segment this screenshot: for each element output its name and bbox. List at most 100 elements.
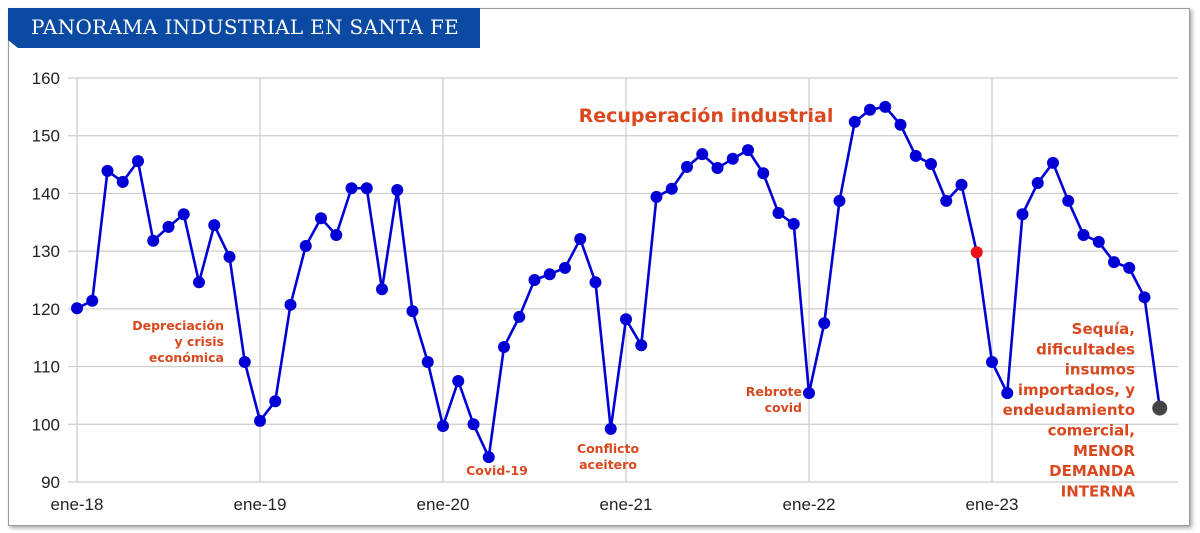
x-tick-label: ene-22 bbox=[783, 495, 836, 514]
data-point bbox=[1031, 177, 1044, 190]
annotation-text: Recuperación industrial bbox=[579, 105, 834, 127]
data-point bbox=[650, 190, 663, 203]
data-point bbox=[467, 418, 480, 431]
annotation-text: Rebrote bbox=[746, 384, 802, 399]
data-point bbox=[437, 420, 449, 433]
data-point bbox=[299, 239, 312, 252]
x-tick-label: ene-18 bbox=[51, 495, 104, 514]
data-point bbox=[955, 178, 968, 191]
data-point bbox=[1152, 400, 1168, 416]
data-point bbox=[452, 375, 465, 387]
data-point bbox=[376, 283, 388, 296]
annotation-text: y crisis bbox=[174, 334, 224, 349]
data-point bbox=[818, 317, 831, 330]
title-banner: PANORAMA INDUSTRIAL EN SANTA FE bbox=[8, 8, 480, 48]
data-point bbox=[803, 387, 815, 400]
data-point bbox=[543, 268, 556, 281]
data-point bbox=[360, 182, 373, 195]
data-point bbox=[864, 103, 876, 116]
x-tick-label: ene-21 bbox=[600, 495, 653, 514]
data-point bbox=[909, 149, 922, 162]
annotation-text: INTERNA bbox=[1061, 482, 1136, 500]
data-point bbox=[238, 355, 251, 368]
data-point bbox=[1047, 156, 1059, 169]
data-point bbox=[574, 233, 587, 246]
data-point bbox=[513, 310, 526, 323]
data-point bbox=[757, 167, 770, 180]
data-point bbox=[620, 313, 632, 326]
data-point bbox=[498, 340, 510, 353]
x-tick-label: ene-19 bbox=[234, 495, 287, 514]
data-point bbox=[726, 152, 739, 165]
data-point bbox=[315, 212, 327, 225]
annotation-text: dificultades bbox=[1036, 340, 1135, 358]
annotation-text: covid bbox=[765, 400, 802, 415]
y-tick-label: 100 bbox=[32, 415, 60, 434]
data-point bbox=[208, 219, 221, 232]
data-point bbox=[986, 355, 998, 368]
data-point bbox=[589, 276, 602, 289]
annotation-text: importados, y bbox=[1018, 381, 1135, 399]
annotation-text: comercial, bbox=[1048, 422, 1135, 440]
y-tick-label: 120 bbox=[32, 300, 60, 319]
chart-title: PANORAMA INDUSTRIAL EN SANTA FE bbox=[31, 15, 460, 39]
annotation-text: insumos bbox=[1065, 361, 1135, 379]
y-tick-label: 160 bbox=[32, 69, 60, 88]
data-point bbox=[1108, 256, 1120, 269]
data-point bbox=[848, 115, 861, 128]
data-point bbox=[482, 451, 495, 464]
y-tick-label: 110 bbox=[33, 358, 60, 377]
data-point bbox=[879, 100, 892, 113]
data-point bbox=[223, 250, 236, 263]
annotation-text: DEMANDA bbox=[1049, 462, 1135, 480]
data-point bbox=[1016, 208, 1029, 221]
data-point bbox=[696, 148, 709, 161]
annotation-text: Depreciación bbox=[132, 318, 224, 333]
chart-frame bbox=[8, 8, 1190, 526]
data-point bbox=[925, 157, 937, 170]
data-point bbox=[940, 194, 953, 207]
annotation-text: Covid-19 bbox=[466, 463, 528, 478]
annotation-text: endeudamiento bbox=[1003, 401, 1135, 419]
annotation-text: económica bbox=[149, 350, 224, 365]
data-point bbox=[772, 207, 785, 220]
data-point bbox=[116, 175, 129, 188]
data-point bbox=[101, 164, 114, 177]
y-tick-label: 140 bbox=[32, 184, 60, 203]
data-point bbox=[833, 194, 846, 207]
data-point bbox=[1001, 387, 1014, 400]
data-point bbox=[894, 118, 907, 131]
data-point bbox=[681, 160, 693, 173]
data-point bbox=[1092, 235, 1105, 248]
data-point bbox=[1123, 261, 1136, 274]
data-point bbox=[742, 144, 754, 157]
data-point bbox=[177, 208, 190, 221]
data-point bbox=[970, 246, 983, 259]
data-point bbox=[787, 218, 800, 231]
y-tick-label: 150 bbox=[32, 127, 60, 146]
data-point bbox=[665, 182, 678, 195]
data-point bbox=[193, 276, 205, 289]
data-point bbox=[528, 274, 541, 286]
annotation-text: Sequía, bbox=[1072, 320, 1135, 338]
data-point bbox=[635, 339, 648, 352]
data-point bbox=[711, 162, 724, 175]
data-point bbox=[71, 302, 83, 315]
data-point bbox=[330, 228, 343, 241]
series-line bbox=[76, 105, 1162, 459]
annotation-text: aceitero bbox=[579, 457, 637, 472]
data-point bbox=[132, 155, 144, 168]
data-point bbox=[1077, 228, 1090, 241]
data-point bbox=[406, 305, 419, 318]
data-point bbox=[559, 261, 571, 274]
data-point bbox=[391, 183, 404, 196]
annotation-text: Conflicto bbox=[577, 441, 640, 456]
data-point bbox=[162, 220, 175, 233]
y-tick-label: 90 bbox=[41, 473, 60, 492]
data-point bbox=[269, 395, 282, 408]
data-point bbox=[284, 298, 297, 311]
data-point bbox=[147, 234, 160, 247]
data-point bbox=[1062, 194, 1075, 207]
data-point bbox=[86, 294, 99, 307]
